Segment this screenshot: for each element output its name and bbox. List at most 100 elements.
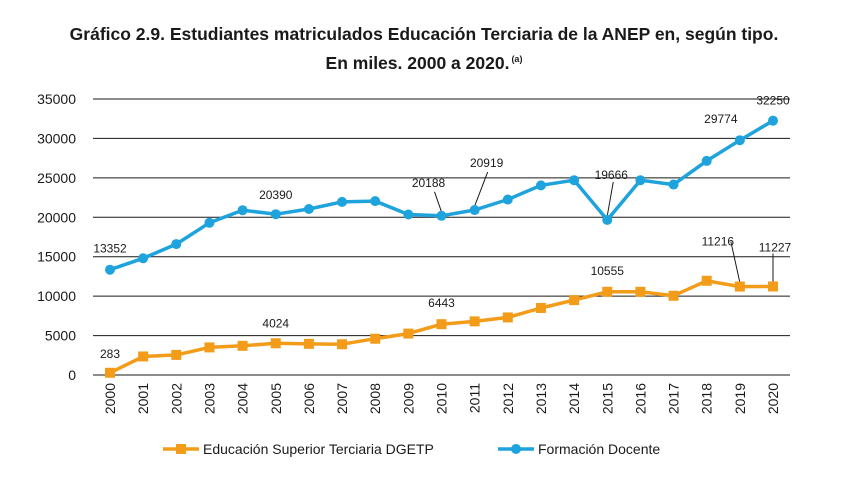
data-point-square: [237, 340, 248, 351]
callout-lines: [434, 171, 774, 283]
data-point-square: [403, 328, 414, 339]
legend: Educación Superior Terciaria DGETP Formac…: [163, 441, 660, 457]
data-point-square: [734, 281, 745, 292]
x-axis: 2000 2001 2002 2003 2004 2005 2006 2007 2008 2009…: [102, 383, 781, 414]
data-point-square: [569, 295, 580, 306]
x-tick-label: 2007: [334, 383, 350, 414]
x-tick-label: 2012: [500, 383, 516, 414]
series-line-1: [109, 119, 774, 272]
legend-marker-square: [176, 444, 186, 454]
data-point-square: [768, 281, 778, 292]
data-point-circle: [602, 214, 613, 225]
data-point-circle: [635, 175, 646, 186]
y-tick-label: 15000: [37, 249, 76, 265]
data-point-circle: [535, 180, 546, 191]
data-point-square: [502, 312, 513, 323]
data-point-square: [204, 342, 215, 353]
y-tick-label: 35000: [37, 91, 76, 107]
y-tick-label: 30000: [37, 130, 76, 146]
x-tick-label: 2006: [301, 383, 317, 414]
data-point-circle: [204, 217, 215, 228]
data-point-circle: [403, 209, 414, 220]
data-label: 10555: [591, 264, 625, 278]
data-label: 19666: [595, 168, 629, 182]
data-label: 283: [100, 347, 120, 361]
data-point-circle: [337, 196, 348, 207]
x-tick-label: 2015: [599, 383, 615, 414]
x-tick-label: 2002: [168, 383, 184, 414]
data-point-circle: [270, 209, 281, 220]
data-point-square: [370, 333, 381, 344]
x-tick-label: 2017: [666, 383, 682, 414]
data-point-circle: [436, 210, 447, 221]
data-point-square: [337, 339, 348, 350]
chart-title: Gráfico 2.9. Estudiantes matriculados Ed…: [0, 22, 848, 76]
data-point-square: [171, 349, 182, 360]
x-tick-label: 2005: [268, 383, 284, 414]
data-point-circle: [303, 204, 314, 215]
legend-marker-circle: [511, 444, 521, 454]
data-label: 11227: [759, 240, 792, 254]
data-labels: 283 4024 6443 10555 11216 11227 13352 20390 2018…: [93, 94, 791, 361]
data-point-circle: [469, 205, 480, 216]
data-point-square: [270, 338, 281, 349]
data-point-circle: [668, 179, 679, 190]
data-point-circle: [569, 175, 580, 186]
data-label: 32250: [756, 94, 790, 108]
x-tick-label: 2000: [102, 383, 118, 414]
data-point-circle: [370, 196, 381, 207]
data-label: 13352: [93, 242, 127, 256]
chart-title-line1: Gráfico 2.9. Estudiantes matriculados Ed…: [69, 24, 779, 44]
x-tick-label: 2016: [632, 383, 648, 414]
x-tick-label: 2013: [533, 383, 549, 414]
title-note: (a): [511, 54, 523, 64]
x-tick-label: 2011: [467, 383, 483, 413]
legend-item-1: Formación Docente: [498, 441, 660, 457]
y-axis: 0 5000 10000 15000 20000 25000 30000 35000: [37, 91, 76, 383]
legend-label: Formación Docente: [538, 441, 660, 457]
y-tick-label: 0: [68, 367, 76, 383]
x-tick-label: 2010: [434, 383, 450, 414]
data-label: 20919: [470, 156, 504, 170]
x-tick-label: 2018: [699, 383, 715, 414]
data-point-circle: [734, 135, 745, 146]
data-point-circle: [105, 264, 115, 275]
data-point-square: [701, 275, 712, 286]
y-tick-label: 10000: [37, 288, 76, 304]
legend-item-0: Educación Superior Terciaria DGETP: [163, 441, 434, 457]
callout-line: [606, 181, 614, 217]
data-label: 20188: [412, 176, 446, 190]
data-point-circle: [502, 194, 513, 205]
callout-line: [730, 241, 741, 283]
data-point-square: [105, 367, 115, 378]
x-tick-label: 2008: [367, 383, 383, 414]
x-tick-label: 2003: [201, 383, 217, 414]
x-tick-label: 2019: [732, 383, 748, 414]
data-point-square: [635, 286, 646, 297]
data-label: 11216: [702, 235, 735, 249]
legend-label: Educación Superior Terciaria DGETP: [203, 441, 434, 457]
y-tick-label: 20000: [37, 209, 76, 225]
data-point-square: [668, 290, 679, 301]
callout-line: [474, 171, 489, 207]
x-tick-label: 2004: [235, 383, 251, 414]
data-point-circle: [171, 239, 182, 250]
data-point-circle: [768, 115, 778, 126]
data-point-circle: [138, 253, 149, 264]
data-point-square: [469, 316, 480, 327]
data-label: 4024: [262, 316, 289, 330]
series-group: [105, 115, 778, 378]
y-tick-label: 25000: [37, 170, 76, 186]
chart-title-line2-text: En miles. 2000 a 2020.: [325, 53, 510, 73]
x-tick-label: 2014: [566, 383, 582, 414]
data-point-circle: [237, 205, 248, 216]
x-tick-label: 2001: [135, 383, 151, 414]
y-tick-label: 5000: [45, 328, 76, 344]
data-label: 20390: [259, 188, 293, 202]
gridlines: [93, 98, 790, 376]
x-tick-label: 2020: [765, 383, 781, 414]
data-label: 6443: [428, 296, 455, 310]
data-point-square: [602, 286, 613, 297]
data-point-square: [436, 319, 447, 330]
